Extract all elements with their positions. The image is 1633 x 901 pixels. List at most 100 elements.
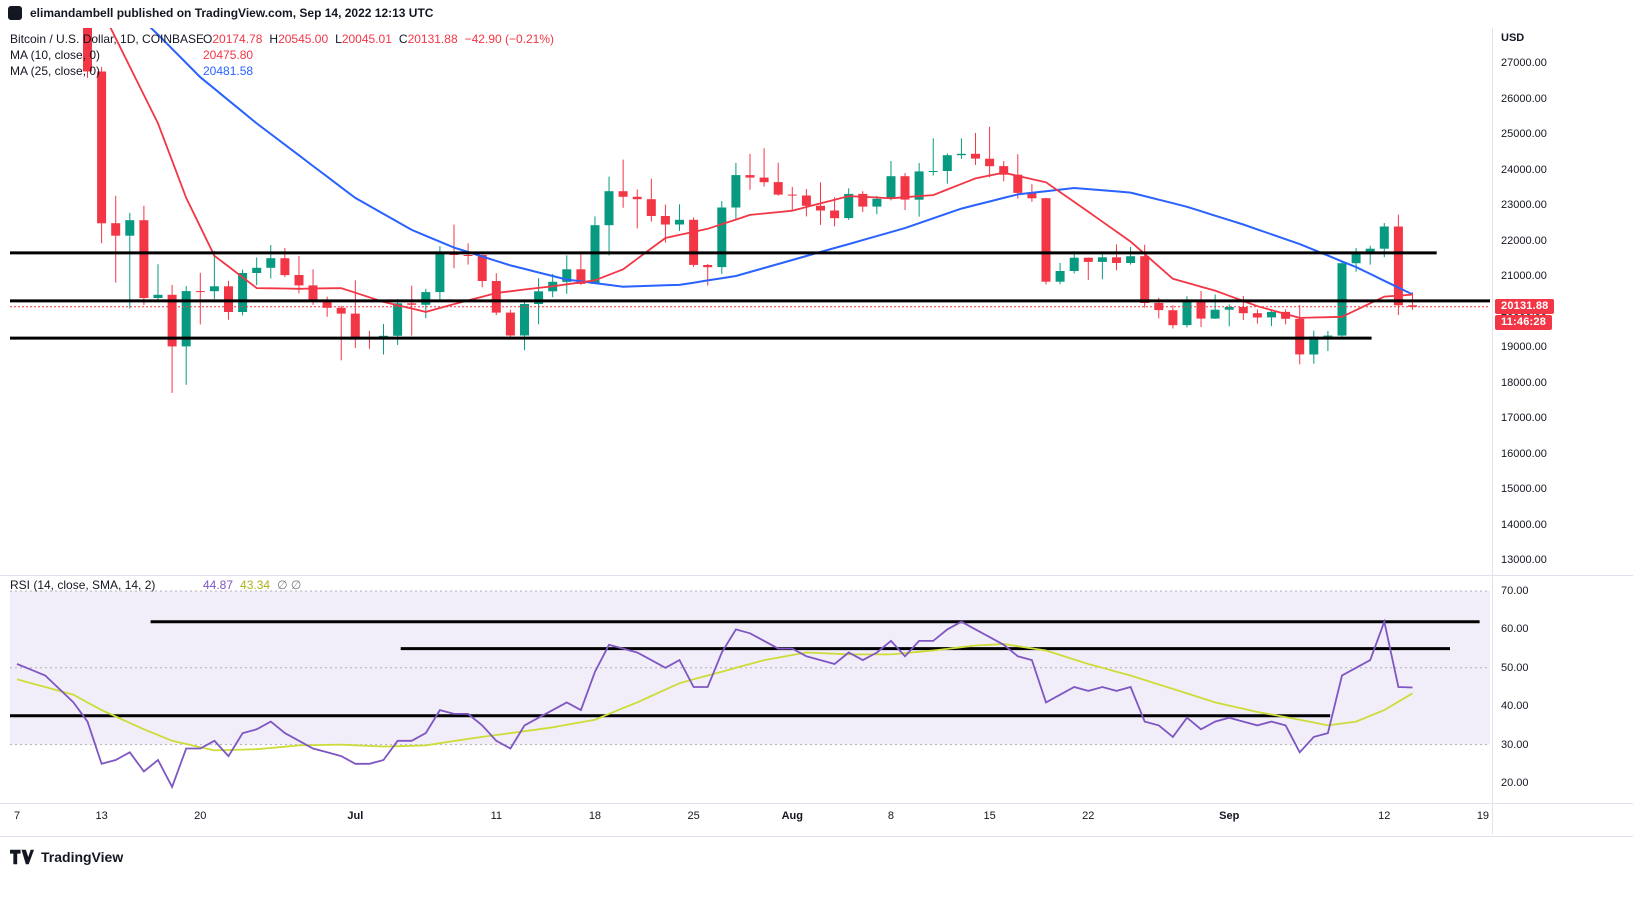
axis-tick-label: 15000.00 <box>1501 483 1547 495</box>
axis-tick-label: 40.00 <box>1501 700 1529 713</box>
currency-label: USD <box>1501 32 1525 44</box>
candle-body <box>1027 192 1037 199</box>
candle-body <box>97 71 107 224</box>
candle-body <box>477 255 487 281</box>
candle-body <box>125 220 135 236</box>
candle-body <box>491 281 501 313</box>
candle-body <box>421 292 431 305</box>
ohlc-change: −42.90 (−0.21%) <box>464 32 555 46</box>
rsi-line <box>16 618 1413 790</box>
countdown-badge: 11:46:28 <box>1495 314 1553 330</box>
candle-body <box>1182 301 1192 326</box>
axis-tick-label: 27000.00 <box>1501 57 1547 69</box>
logo-t <box>10 849 21 864</box>
candle-body <box>336 307 346 314</box>
axis-tick-label: 17000.00 <box>1501 412 1547 424</box>
candle-body <box>1238 307 1248 314</box>
candle-body <box>858 193 868 207</box>
symbol-title[interactable]: Bitcoin / U.S. Dollar, 1D, COINBASE <box>10 32 203 46</box>
candle-body <box>1083 257 1093 262</box>
ma10-line <box>109 28 1413 319</box>
candle-body <box>1210 309 1220 319</box>
axis-tick-label: 24000.00 <box>1501 163 1547 176</box>
time-tick-label: Jul <box>347 810 364 822</box>
candle-body <box>435 253 445 293</box>
candle-body <box>928 171 938 172</box>
pane-separator[interactable] <box>0 575 1633 576</box>
countdown-text: 11:46:28 <box>1501 315 1547 328</box>
rsi-legend[interactable]: RSI (14, close, SMA, 14, 2) 44.87 43.34 … <box>10 577 301 592</box>
axis-tick-label: 14000.00 <box>1501 518 1547 531</box>
candle-body <box>1224 307 1234 310</box>
candle-body <box>816 205 825 211</box>
candle-body <box>407 303 417 305</box>
time-tick-label: 22 <box>1082 810 1095 822</box>
candle-body <box>731 175 741 208</box>
candle-body <box>83 28 92 72</box>
attribution-text: elimandambell published on TradingView.c… <box>30 6 434 20</box>
candle-body <box>1323 335 1333 337</box>
time-axis-separator <box>0 803 1633 804</box>
time-tick-label: 11 <box>490 810 502 822</box>
axis-tick-label: 22000.00 <box>1501 234 1547 247</box>
candle-body <box>900 176 910 200</box>
ohlc-close: C20131.88 <box>398 32 458 46</box>
candle-body <box>985 158 995 167</box>
candle-body <box>604 191 614 226</box>
axis-tick-label: 25000.00 <box>1501 128 1547 140</box>
candle-body <box>238 273 248 312</box>
candle-body <box>632 196 642 200</box>
rsi-ma-value: 43.34 <box>240 577 271 592</box>
price-axis[interactable]: USD 27000.00 26000.00 25000.00 24000.00 2300… <box>1492 28 1633 834</box>
candle-body <box>660 216 670 225</box>
time-tick-label: Aug <box>781 810 803 822</box>
time-tick-label: 18 <box>588 810 602 822</box>
candle-body <box>830 210 840 219</box>
candle-body <box>209 286 219 292</box>
brand-name: TradingView <box>41 848 124 865</box>
candle-body <box>393 303 403 336</box>
candle-body <box>534 291 544 304</box>
axis-tick-label: 20.00 <box>1501 777 1529 790</box>
candle-body <box>350 313 360 338</box>
symbol-legend[interactable]: Bitcoin / U.S. Dollar, 1D, COINBASE O201… <box>10 31 554 79</box>
candle-body <box>562 269 572 282</box>
candle-body <box>167 294 177 347</box>
candle-body <box>1013 174 1023 193</box>
candle-body <box>971 153 980 159</box>
candle-body <box>1408 305 1417 307</box>
candle-body <box>787 194 797 196</box>
ma25-label: MA (25, close, 0) <box>10 64 101 78</box>
candle-body <box>520 304 529 336</box>
ma10-row[interactable]: MA (10, close, 0) 20475.80 <box>10 47 554 63</box>
candle-body <box>1140 256 1150 303</box>
time-axis[interactable]: 7 13 20 Jul 11 18 25 Aug 8 15 22 Sep 12 19 <box>0 803 1492 833</box>
candle-body <box>266 258 276 268</box>
time-tick-label: 25 <box>687 810 700 822</box>
candle-body <box>942 155 952 171</box>
candle-body <box>1168 310 1178 326</box>
candle-body <box>1097 257 1107 262</box>
rsi-value: 44.87 <box>203 577 234 592</box>
candle-body <box>294 275 304 286</box>
candle-body <box>618 191 628 197</box>
ma25-row[interactable]: MA (25, close, 0) 20481.58 <box>10 63 554 79</box>
time-tick-label: 12 <box>1378 810 1391 822</box>
candle-body <box>773 182 783 195</box>
candle-body <box>1295 318 1305 355</box>
candle-body <box>1267 311 1276 318</box>
candle-body <box>689 219 699 265</box>
candle-body <box>252 267 262 273</box>
candle-body <box>576 269 586 284</box>
candle-body <box>181 291 191 347</box>
candle-body <box>956 153 966 156</box>
candle-body <box>801 195 811 206</box>
candle-body <box>745 175 755 178</box>
candle-body <box>590 225 600 284</box>
candle-body <box>1252 313 1262 318</box>
time-tick-label: 13 <box>95 810 108 822</box>
tradingview-logo[interactable] <box>10 849 34 865</box>
publisher-icon <box>8 6 22 20</box>
ohlc-high: H20545.00 <box>269 32 329 46</box>
